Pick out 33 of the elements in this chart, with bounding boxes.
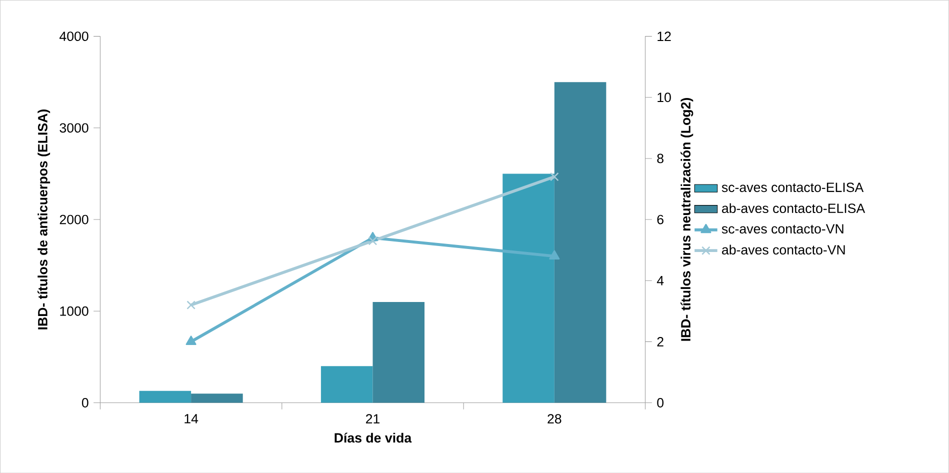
y2-tick-label: 10	[658, 92, 671, 102]
legend-label: ab-aves contacto-VN	[722, 244, 845, 254]
y2-tick-label: 12	[658, 32, 671, 41]
y-tick-label: 4000	[60, 31, 88, 41]
x-tick-label: 21	[366, 414, 380, 424]
bar	[554, 82, 606, 403]
point	[550, 172, 559, 182]
y2-tick-label: 8	[657, 154, 664, 164]
point	[549, 250, 560, 260]
y2-tick-label: 0	[657, 398, 664, 408]
bar	[502, 174, 554, 403]
y2-tick-label: 4	[656, 276, 664, 286]
bar	[191, 393, 243, 403]
bar	[320, 366, 373, 403]
bar	[372, 302, 425, 403]
x-axis-title: Días de vida	[334, 432, 412, 442]
y2-axis-title: IBD- títulos virus neutralización (Log2)	[680, 98, 694, 341]
y-tick-label: 2000	[60, 214, 88, 224]
legend-label: sc-aves contacto-ELISA	[722, 182, 864, 192]
y-tick-label: 3000	[60, 123, 88, 133]
y-tick-label: 1000	[60, 306, 88, 316]
bar	[139, 390, 192, 403]
y-axis-title: IBD- títulos de anticuerpos (ELISA)	[38, 109, 50, 330]
x-tick-label: 28	[548, 414, 562, 424]
point	[186, 300, 196, 310]
legend-label: ab-aves contacto-ELISA	[722, 203, 866, 213]
y2-tick-label: 6	[657, 214, 664, 224]
point	[368, 236, 378, 246]
y-tick-label: 0	[82, 398, 88, 408]
legend-label: sc-aves contacto-VN	[722, 224, 844, 234]
y2-tick-label: 2	[657, 336, 664, 346]
x-tick-label: 14	[184, 414, 198, 424]
point	[186, 336, 196, 345]
